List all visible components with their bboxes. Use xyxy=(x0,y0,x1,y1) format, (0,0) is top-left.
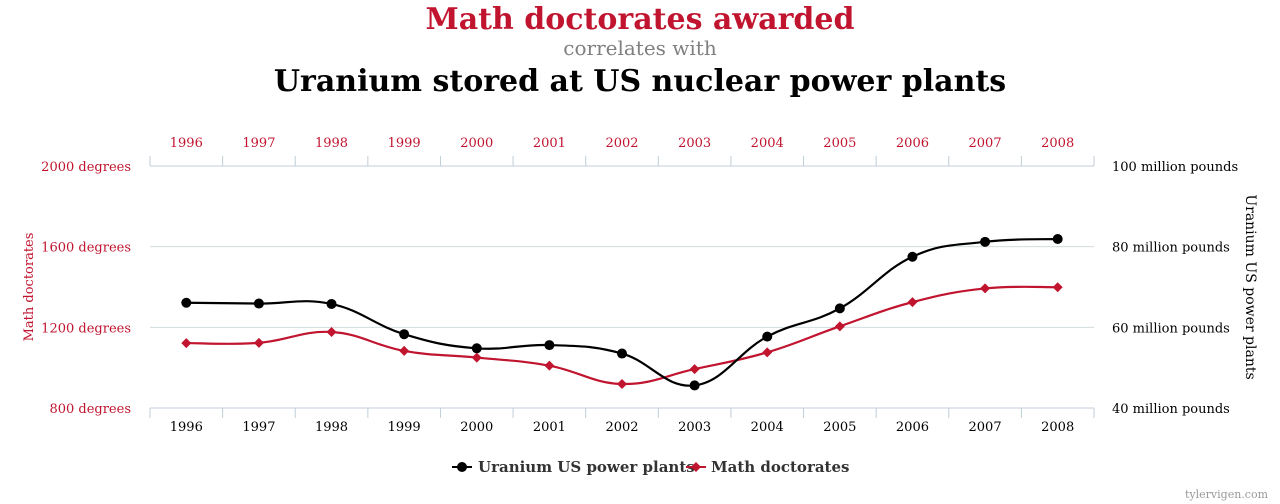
data-point-uranium xyxy=(326,298,337,309)
x-tick-bottom-label: 2007 xyxy=(969,420,1002,435)
data-point-uranium xyxy=(834,303,845,314)
data-point-uranium xyxy=(689,380,700,391)
x-tick-top-label: 2007 xyxy=(969,136,1002,151)
legend-marker-circle-icon xyxy=(457,462,467,472)
x-tick-top-label: 2003 xyxy=(678,136,711,151)
x-tick-bottom-label: 1996 xyxy=(170,420,203,435)
data-point-math xyxy=(834,321,845,332)
legend-item-math[interactable]: Math doctorates xyxy=(686,458,849,476)
data-point-math xyxy=(907,297,918,308)
x-tick-top-label: 2002 xyxy=(605,136,638,151)
data-point-math xyxy=(980,283,991,294)
x-tick-bottom-label: 2001 xyxy=(533,420,566,435)
axes: 800 degrees 1200 degrees 1600 degrees 2000 … xyxy=(41,136,1238,435)
series xyxy=(181,234,1063,391)
chart-title: Math doctorates awarded xyxy=(426,2,855,37)
y-tick-left-label: 800 degrees xyxy=(49,402,131,417)
legend-marker-diamond-icon xyxy=(691,462,701,472)
data-point-math xyxy=(471,352,482,363)
x-tick-bottom-label: 2006 xyxy=(896,420,929,435)
chart-subtitle: correlates with xyxy=(563,36,717,60)
x-tick-bottom-label: 1998 xyxy=(315,420,348,435)
data-point-uranium xyxy=(762,331,773,342)
x-tick-bottom-label: 1999 xyxy=(388,420,421,435)
data-point-uranium xyxy=(980,236,991,247)
data-point-uranium xyxy=(253,298,264,309)
data-point-math xyxy=(762,347,773,358)
x-tick-bottom-label: 2002 xyxy=(605,420,638,435)
x-tick-top-label: 1996 xyxy=(170,136,203,151)
gridlines xyxy=(150,246,1094,328)
legend: Uranium US power plants Math doctorates xyxy=(452,458,849,476)
data-point-uranium xyxy=(471,343,482,354)
x-tick-top-label: 1998 xyxy=(315,136,348,151)
data-point-uranium xyxy=(617,348,627,359)
data-point-math xyxy=(617,379,627,390)
legend-item-uranium[interactable]: Uranium US power plants xyxy=(452,458,695,476)
y-axis-left-label: Math doctorates xyxy=(22,233,37,342)
y-tick-right-label: 100 million pounds xyxy=(1112,160,1238,175)
y-tick-right-label: 40 million pounds xyxy=(1112,402,1230,417)
y-tick-left-label: 1600 degrees xyxy=(41,241,131,256)
x-tick-bottom-label: 2004 xyxy=(751,420,784,435)
chart-title-2: Uranium stored at US nuclear power plant… xyxy=(274,64,1006,99)
data-point-uranium xyxy=(181,297,192,308)
x-tick-top-label: 2001 xyxy=(533,136,566,151)
data-point-math xyxy=(181,338,192,349)
series-line-uranium xyxy=(186,237,1058,387)
credit-text: tylervigen.com xyxy=(1185,488,1269,501)
x-tick-top-label: 2006 xyxy=(896,136,929,151)
data-point-math xyxy=(1052,282,1063,293)
data-point-math xyxy=(253,337,264,348)
data-point-math xyxy=(326,326,337,337)
x-tick-top-label: 2000 xyxy=(460,136,493,151)
data-point-uranium xyxy=(907,251,918,262)
data-point-math xyxy=(544,360,555,371)
x-tick-top-label: 2005 xyxy=(823,136,856,151)
legend-label-math: Math doctorates xyxy=(711,458,849,476)
x-tick-top-label: 1999 xyxy=(388,136,421,151)
x-tick-bottom-label: 2008 xyxy=(1041,420,1074,435)
data-point-uranium xyxy=(1052,234,1063,245)
data-point-math xyxy=(399,345,410,356)
y-tick-right-label: 80 million pounds xyxy=(1112,241,1230,256)
x-tick-bottom-label: 2003 xyxy=(678,420,711,435)
data-point-uranium xyxy=(399,329,410,340)
x-tick-top-label: 2004 xyxy=(751,136,784,151)
y-axis-right-label: Uranium US power plants xyxy=(1242,194,1258,379)
legend-label-uranium: Uranium US power plants xyxy=(478,458,695,476)
x-tick-bottom-label: 2005 xyxy=(823,420,856,435)
x-tick-top-label: 1997 xyxy=(242,136,275,151)
x-tick-top-label: 2008 xyxy=(1041,136,1074,151)
y-tick-right-label: 60 million pounds xyxy=(1112,321,1230,336)
y-tick-left-label: 2000 degrees xyxy=(41,160,131,175)
x-tick-bottom-label: 2000 xyxy=(460,420,493,435)
data-point-math xyxy=(689,364,700,375)
y-tick-left-label: 1200 degrees xyxy=(41,321,131,336)
x-tick-bottom-label: 1997 xyxy=(242,420,275,435)
data-point-uranium xyxy=(544,340,555,351)
